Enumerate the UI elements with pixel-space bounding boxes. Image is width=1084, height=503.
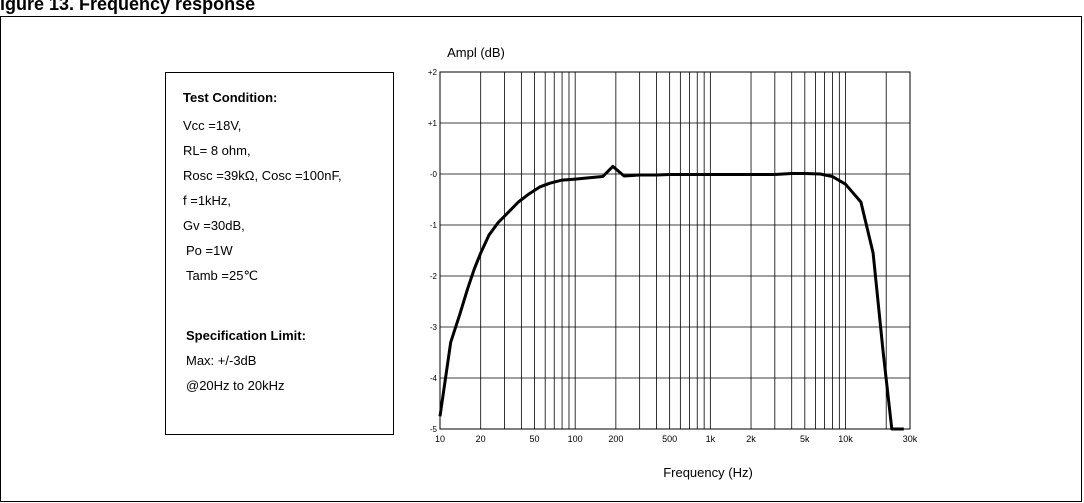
figure-frame	[0, 16, 1082, 502]
condition-line: Po =1W	[186, 243, 233, 258]
y-tick-label: -3	[430, 323, 438, 332]
y-tick-label: +2	[428, 68, 438, 77]
y-tick-label: -0	[430, 170, 438, 179]
x-tick-label: 200	[608, 434, 623, 444]
condition-line: Tamb =25℃	[186, 268, 259, 283]
condition-line: RL= 8 ohm,	[183, 143, 251, 158]
x-axis-label: Frequency (Hz)	[663, 465, 753, 480]
x-tick-label: 2k	[746, 434, 756, 444]
x-tick-label: 5k	[800, 434, 810, 444]
y-tick-label: -4	[430, 374, 438, 383]
condition-line: Rosc =39kΩ, Cosc =100nF,	[183, 168, 342, 183]
plot-border	[439, 71, 911, 430]
x-tick-label: 30k	[903, 434, 918, 444]
spec-line: Max: +/-3dB	[186, 353, 257, 368]
response-curve	[438, 164, 904, 431]
x-tick-label: 100	[568, 434, 583, 444]
x-tick-label: 50	[529, 434, 539, 444]
test-condition-box: Test Condition: Vcc =18V, RL= 8 ohm, Ros…	[165, 72, 394, 435]
x-tick-label: 10	[435, 434, 445, 444]
condition-line: f =1kHz,	[183, 193, 232, 208]
x-tick-label: 10k	[838, 434, 853, 444]
y-axis-label: Ampl (dB)	[447, 45, 505, 60]
x-tick-label: 500	[662, 434, 677, 444]
y-tick-label: -2	[430, 272, 438, 281]
y-tick-label: -1	[430, 221, 438, 230]
figure-heading: igure 13. Frequency response	[0, 0, 256, 14]
spec-line: @20Hz to 20kHz	[186, 378, 285, 393]
x-tick-label: 1k	[706, 434, 716, 444]
x-tick-label: 20	[476, 434, 486, 444]
test-condition-title: Test Condition:	[183, 90, 278, 105]
chart-grid	[440, 71, 910, 430]
condition-line: Vcc =18V,	[183, 118, 242, 133]
spec-limit-title: Specification Limit:	[186, 328, 306, 343]
y-tick-label: +1	[428, 119, 438, 128]
y-tick-label: -5	[430, 425, 438, 434]
condition-line: Gv =30dB,	[183, 218, 245, 233]
chart-ticks: +2 +1 -0 -1 -2 -3 -4 -510 20 50 100 200 500 1k 2k 5k 10k…	[428, 68, 918, 444]
